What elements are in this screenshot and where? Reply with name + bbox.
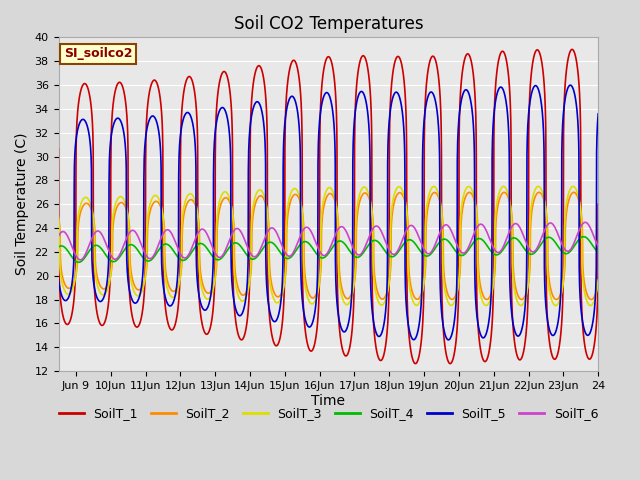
SoilT_6 (42, 258, 49, 264)
SoilT_1 (595, 202, 602, 207)
SoilT_2 (588, 296, 596, 302)
SoilT_3 (151, 192, 159, 198)
SoilT_2 (391, 197, 399, 203)
SoilT_4 (595, 249, 602, 255)
SoilT_1 (37, 202, 45, 207)
SoilT_4 (40, 260, 48, 266)
SoilT_1 (446, 361, 454, 367)
SoilT_6 (476, 222, 484, 228)
SoilT_2 (509, 259, 517, 265)
SoilT_4 (588, 242, 596, 248)
SoilT_6 (440, 223, 448, 228)
SoilT_3 (37, 271, 45, 276)
SoilT_4 (391, 252, 399, 258)
X-axis label: Time: Time (311, 394, 346, 408)
SoilT_1 (568, 47, 576, 52)
SoilT_3 (587, 303, 595, 309)
SoilT_1 (509, 326, 517, 332)
SoilT_4 (440, 236, 448, 242)
SoilT_4 (476, 236, 484, 241)
SoilT_5 (476, 329, 484, 335)
Line: SoilT_2: SoilT_2 (41, 192, 598, 300)
SoilT_6 (509, 222, 517, 228)
SoilT_5 (37, 138, 45, 144)
SoilT_6 (152, 250, 159, 255)
SoilT_3 (588, 302, 596, 308)
SoilT_5 (509, 322, 517, 327)
SoilT_6 (595, 243, 602, 249)
SoilT_4 (152, 252, 159, 258)
SoilT_2 (440, 271, 448, 277)
SoilT_1 (391, 59, 399, 64)
SoilT_5 (151, 115, 159, 121)
SoilT_2 (588, 297, 595, 302)
Y-axis label: Soil Temperature (C): Soil Temperature (C) (15, 133, 29, 276)
SoilT_2 (595, 279, 602, 285)
SoilT_3 (595, 277, 602, 283)
Line: SoilT_3: SoilT_3 (41, 186, 598, 306)
Line: SoilT_4: SoilT_4 (41, 237, 598, 263)
Legend: SoilT_1, SoilT_2, SoilT_3, SoilT_4, SoilT_5, SoilT_6: SoilT_1, SoilT_2, SoilT_3, SoilT_4, Soil… (54, 402, 603, 425)
SoilT_5 (595, 111, 602, 117)
SoilT_5 (588, 323, 596, 328)
SoilT_5 (445, 337, 452, 343)
Line: SoilT_5: SoilT_5 (41, 85, 598, 340)
SoilT_4 (509, 235, 517, 241)
SoilT_6 (582, 219, 589, 225)
SoilT_5 (391, 90, 399, 96)
Line: SoilT_1: SoilT_1 (41, 49, 598, 364)
Title: Soil CO2 Temperatures: Soil CO2 Temperatures (234, 15, 423, 33)
SoilT_2 (476, 278, 483, 284)
SoilT_3 (569, 183, 577, 189)
SoilT_2 (151, 199, 159, 204)
SoilT_3 (476, 287, 483, 292)
SoilT_3 (440, 282, 448, 288)
SoilT_1 (588, 352, 596, 358)
SoilT_6 (37, 253, 45, 259)
SoilT_6 (588, 229, 596, 235)
SoilT_2 (570, 190, 578, 195)
SoilT_1 (151, 77, 159, 83)
SoilT_4 (37, 259, 45, 265)
SoilT_1 (440, 336, 448, 341)
SoilT_3 (391, 190, 399, 195)
SoilT_5 (566, 82, 574, 88)
SoilT_6 (391, 251, 399, 257)
SoilT_4 (580, 234, 588, 240)
SoilT_1 (476, 342, 484, 348)
SoilT_5 (440, 328, 448, 334)
SoilT_2 (37, 272, 45, 277)
Line: SoilT_6: SoilT_6 (41, 222, 598, 261)
SoilT_3 (509, 275, 517, 281)
Text: SI_soilco2: SI_soilco2 (64, 48, 132, 60)
